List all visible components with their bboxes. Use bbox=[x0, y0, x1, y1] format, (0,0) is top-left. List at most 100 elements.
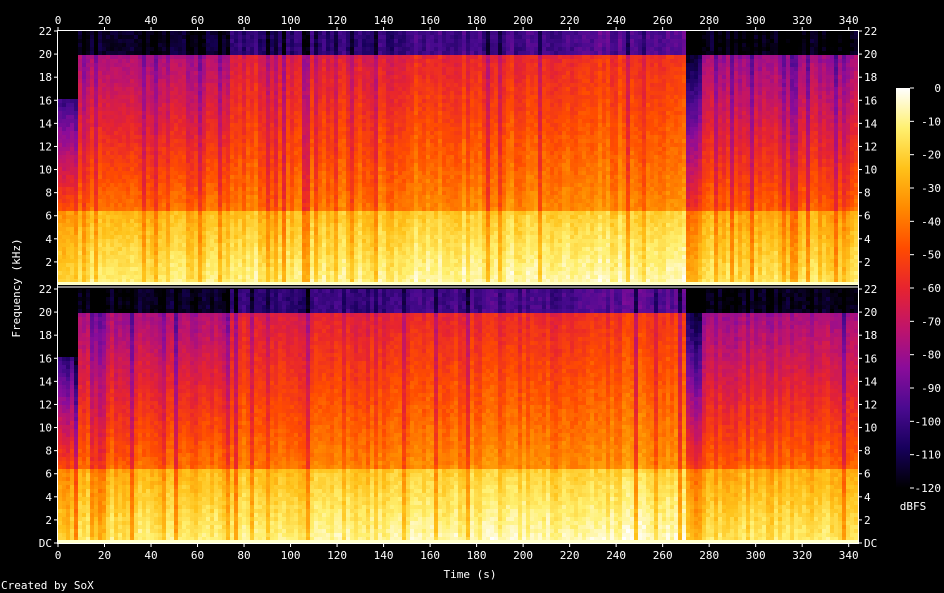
spectrogram-cell bbox=[286, 143, 290, 147]
spectrogram-cell bbox=[138, 251, 142, 255]
spectrogram-cell bbox=[222, 139, 226, 143]
spectrogram-cell bbox=[366, 35, 370, 39]
spectrogram-cell bbox=[274, 83, 278, 87]
spectrogram-cell bbox=[286, 47, 290, 51]
spectrogram-cell bbox=[210, 47, 214, 51]
spectrogram-cell bbox=[114, 159, 118, 163]
spectrogram-cell bbox=[318, 223, 322, 227]
spectrogram-cell bbox=[346, 83, 350, 87]
spectrogram-cell bbox=[274, 51, 278, 55]
spectrogram-cell bbox=[246, 47, 250, 51]
spectrogram-cell bbox=[314, 59, 318, 63]
spectrogram-cell bbox=[198, 39, 202, 43]
spectrogram-cell bbox=[290, 187, 294, 191]
spectrogram-cell bbox=[258, 187, 262, 191]
spectrogram-cell bbox=[114, 267, 118, 271]
spectrogram-cell bbox=[90, 223, 94, 227]
spectrogram-cell bbox=[130, 167, 134, 171]
spectrogram-cell bbox=[82, 123, 86, 127]
spectrogram-cell bbox=[226, 47, 230, 51]
spectrogram-cell bbox=[362, 263, 366, 267]
spectrogram-cell bbox=[262, 183, 266, 187]
spectrogram-cell bbox=[258, 51, 262, 55]
spectrogram-cell bbox=[166, 71, 170, 75]
spectrogram-cell bbox=[326, 267, 330, 271]
spectrogram-cell bbox=[158, 211, 162, 215]
spectrogram-cell bbox=[66, 79, 70, 83]
spectrogram-cell bbox=[362, 123, 366, 127]
spectrogram-cell bbox=[266, 67, 270, 71]
spectrogram-cell bbox=[186, 147, 190, 151]
spectrogram-cell bbox=[274, 259, 278, 263]
spectrogram-cell bbox=[226, 127, 230, 131]
spectrogram-cell bbox=[262, 159, 266, 163]
spectrogram-cell bbox=[362, 247, 366, 251]
spectrogram-cell bbox=[342, 275, 346, 279]
spectrogram-cell bbox=[174, 47, 178, 51]
spectrogram-cell bbox=[226, 79, 230, 83]
spectrogram-cell bbox=[130, 171, 134, 175]
spectrogram-cell bbox=[102, 35, 106, 39]
spectrogram-cell bbox=[322, 119, 326, 123]
spectrogram-cell bbox=[274, 47, 278, 51]
spectrogram-cell bbox=[246, 87, 250, 91]
spectrogram-cell bbox=[342, 99, 346, 103]
spectrogram-cell bbox=[310, 163, 314, 167]
spectrogram-cell bbox=[166, 91, 170, 95]
spectrogram-cell bbox=[322, 67, 326, 71]
spectrogram-cell bbox=[254, 199, 258, 203]
spectrogram-cell bbox=[350, 107, 354, 111]
spectrogram-cell bbox=[134, 183, 138, 187]
spectrogram-cell bbox=[70, 43, 74, 47]
spectrogram-cell bbox=[302, 163, 306, 167]
spectrogram-cell bbox=[206, 39, 210, 43]
spectrogram-cell bbox=[150, 131, 154, 135]
spectrogram-cell bbox=[194, 47, 198, 51]
spectrogram-cell bbox=[110, 271, 114, 275]
spectrogram-cell bbox=[226, 59, 230, 63]
spectrogram-cell bbox=[290, 219, 294, 223]
spectrogram-cell bbox=[66, 115, 70, 119]
spectrogram-cell bbox=[350, 267, 354, 271]
spectrogram-cell bbox=[122, 251, 126, 255]
spectrogram-cell bbox=[246, 259, 250, 263]
spectrogram-cell bbox=[234, 215, 238, 219]
spectrogram-cell bbox=[326, 175, 330, 179]
spectrogram-cell bbox=[310, 239, 314, 243]
spectrogram-cell bbox=[114, 47, 118, 51]
spectrogram-cell bbox=[138, 243, 142, 247]
spectrogram-cell bbox=[110, 51, 114, 55]
spectrogram-cell bbox=[366, 91, 370, 95]
spectrogram-cell bbox=[114, 35, 118, 39]
spectrogram-cell bbox=[274, 91, 278, 95]
spectrogram-cell bbox=[306, 107, 310, 111]
spectrogram-cell bbox=[246, 191, 250, 195]
spectrogram-cell bbox=[298, 127, 302, 131]
spectrogram-cell bbox=[74, 91, 78, 95]
spectrogram-cell bbox=[302, 195, 306, 199]
spectrogram-cell bbox=[358, 259, 362, 263]
spectrogram-cell bbox=[118, 143, 122, 147]
spectrogram-cell bbox=[154, 63, 158, 67]
spectrogram-cell bbox=[234, 275, 238, 279]
spectrogram-cell bbox=[294, 87, 298, 91]
spectrogram-cell bbox=[70, 99, 74, 103]
spectrogram-cell bbox=[250, 275, 254, 279]
spectrogram-cell bbox=[102, 159, 106, 163]
spectrogram-cell bbox=[302, 251, 306, 255]
spectrogram-cell bbox=[306, 91, 310, 95]
spectrogram-cell bbox=[138, 115, 142, 119]
spectrogram-cell bbox=[254, 51, 258, 55]
spectrogram-cell bbox=[66, 267, 70, 271]
spectrogram-cell bbox=[178, 155, 182, 159]
spectrogram-cell bbox=[174, 223, 178, 227]
spectrogram-cell bbox=[342, 63, 346, 67]
spectrogram-cell bbox=[262, 239, 266, 243]
spectrogram-cell bbox=[194, 107, 198, 111]
spectrogram-cell bbox=[302, 91, 306, 95]
spectrogram-cell bbox=[254, 259, 258, 263]
spectrogram-cell bbox=[134, 251, 138, 255]
spectrogram-cell bbox=[62, 231, 66, 235]
spectrogram-cell bbox=[98, 247, 102, 251]
spectrogram-cell bbox=[314, 263, 318, 267]
